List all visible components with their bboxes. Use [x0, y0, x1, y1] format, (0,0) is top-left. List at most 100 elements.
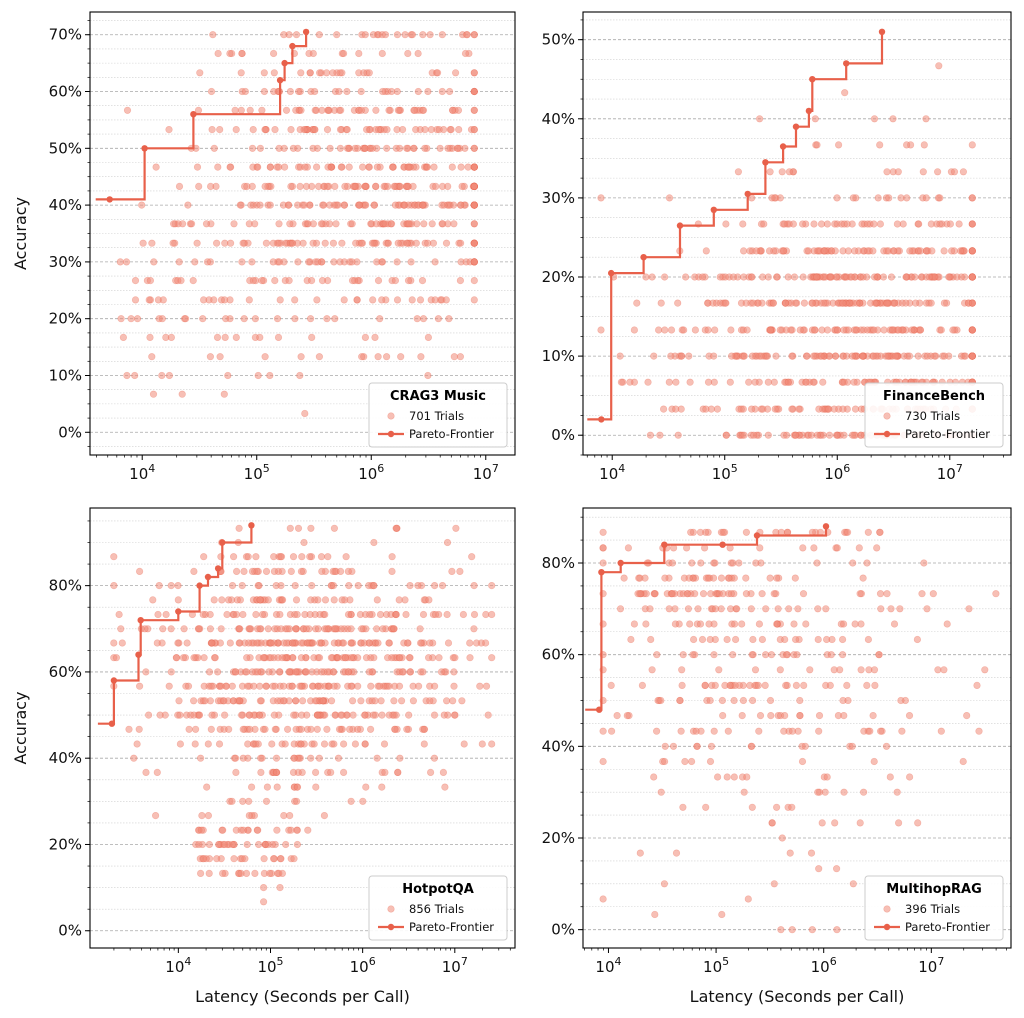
trial-point [906, 247, 914, 255]
trial-point [864, 528, 872, 536]
trial-point [920, 141, 928, 149]
trial-point [726, 378, 734, 386]
trial-point [265, 668, 273, 676]
trial-point [642, 590, 650, 598]
legend-trial-marker [883, 905, 891, 913]
legend-frontier-label: Pareto-Frontier [905, 920, 990, 934]
trial-point [245, 639, 253, 647]
trial-point [277, 855, 285, 863]
trial-point [353, 725, 362, 733]
trial-point [372, 182, 380, 190]
trial-point [272, 768, 281, 777]
x-tick-label: 107 [937, 462, 963, 483]
trial-point [315, 353, 324, 361]
trial-point [758, 273, 767, 281]
trial-point [351, 182, 359, 190]
trial-point [297, 740, 305, 748]
trial-point [891, 299, 899, 307]
trial-point [271, 277, 279, 285]
legend-title: CRAG3 Music [390, 389, 486, 404]
trial-point [357, 106, 366, 114]
trial-point [959, 757, 967, 766]
trial-point [294, 144, 302, 152]
trial-point [438, 581, 447, 590]
trial-point [254, 371, 262, 380]
trial-point [254, 581, 262, 590]
trial-point [723, 773, 731, 781]
trial-point [813, 431, 821, 439]
trial-point [454, 144, 462, 152]
trial-point [326, 220, 334, 228]
trial-point [866, 727, 874, 735]
trial-point [729, 273, 738, 281]
trial-point [784, 273, 792, 281]
trial-point [488, 610, 496, 619]
trial-point [414, 581, 422, 590]
trial-point [279, 596, 287, 604]
trial-point [271, 725, 279, 733]
trial-point [702, 247, 710, 255]
trial-point [123, 371, 131, 380]
y-tick-label: 0% [58, 922, 82, 940]
trial-point [184, 682, 193, 690]
trial-point [949, 326, 957, 334]
trial-point [311, 87, 319, 96]
trial-point [427, 126, 435, 134]
trial-point [674, 299, 682, 307]
trial-point [347, 639, 355, 647]
trial-point [269, 239, 277, 247]
trial-point [435, 654, 443, 662]
trial-point [696, 620, 705, 628]
trial-point [457, 201, 465, 209]
trial-point [814, 635, 822, 644]
trial-point [142, 668, 150, 676]
trial-point [396, 182, 404, 190]
trial-point [378, 711, 386, 719]
trial-point [404, 220, 413, 228]
trial-point [298, 553, 306, 561]
trial-point [271, 682, 279, 690]
trial-point [275, 869, 283, 878]
trial-point [840, 711, 848, 720]
trial-point [228, 581, 237, 590]
trial-point [337, 163, 345, 171]
trial-point [263, 783, 272, 791]
frontier-point [276, 77, 284, 84]
trial-point [323, 69, 331, 77]
trial-point [139, 239, 147, 247]
trial-point [243, 668, 251, 676]
trial-point [463, 31, 471, 39]
trial-point [968, 247, 976, 255]
trial-point [355, 201, 363, 209]
trial-point [936, 194, 944, 202]
trial-point [749, 299, 757, 307]
trial-point [286, 220, 294, 228]
trial-point [180, 625, 188, 633]
trial-point [416, 296, 425, 304]
trial-point [857, 666, 865, 674]
trial-point [718, 696, 727, 705]
trial-point [347, 797, 355, 805]
trial-point [324, 106, 332, 114]
trial-point [953, 273, 961, 281]
trial-point [923, 352, 932, 360]
trial-point [470, 31, 478, 39]
trial-point [324, 163, 332, 171]
trial-point [306, 610, 314, 619]
y-tick-label: 40% [49, 749, 82, 767]
trial-point [461, 49, 470, 58]
trial-point [236, 639, 244, 647]
trial-point [302, 668, 310, 676]
trial-point [136, 567, 144, 576]
trial-point [119, 333, 127, 342]
trial-point [392, 144, 400, 152]
trial-point [470, 87, 478, 96]
trial-point [261, 840, 270, 849]
trial-point [293, 797, 301, 805]
trial-point [378, 258, 386, 266]
legend-trials-label: 856 Trials [409, 902, 464, 916]
trial-point [158, 371, 166, 380]
trial-point [321, 639, 329, 647]
legend: MultihopRAG 396 Trials Pareto-Frontier [864, 875, 1004, 941]
trial-point [378, 296, 386, 304]
